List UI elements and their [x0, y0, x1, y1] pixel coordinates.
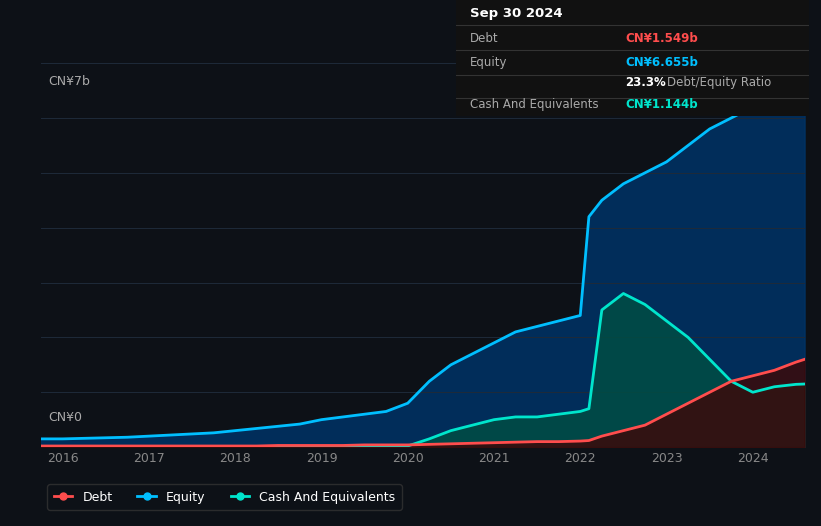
Text: Debt/Equity Ratio: Debt/Equity Ratio — [667, 76, 772, 89]
Text: CN¥1.144b: CN¥1.144b — [625, 98, 698, 110]
Text: Debt: Debt — [470, 32, 498, 45]
Text: Cash And Equivalents: Cash And Equivalents — [470, 98, 599, 110]
Text: 23.3%: 23.3% — [625, 76, 666, 89]
Text: Sep 30 2024: Sep 30 2024 — [470, 7, 562, 21]
Text: CN¥7b: CN¥7b — [48, 75, 90, 88]
Text: CN¥6.655b: CN¥6.655b — [625, 56, 698, 69]
Text: Equity: Equity — [470, 56, 507, 69]
Text: CN¥1.549b: CN¥1.549b — [625, 32, 698, 45]
Text: CN¥0: CN¥0 — [48, 411, 83, 424]
Legend: Debt, Equity, Cash And Equivalents: Debt, Equity, Cash And Equivalents — [48, 484, 401, 510]
